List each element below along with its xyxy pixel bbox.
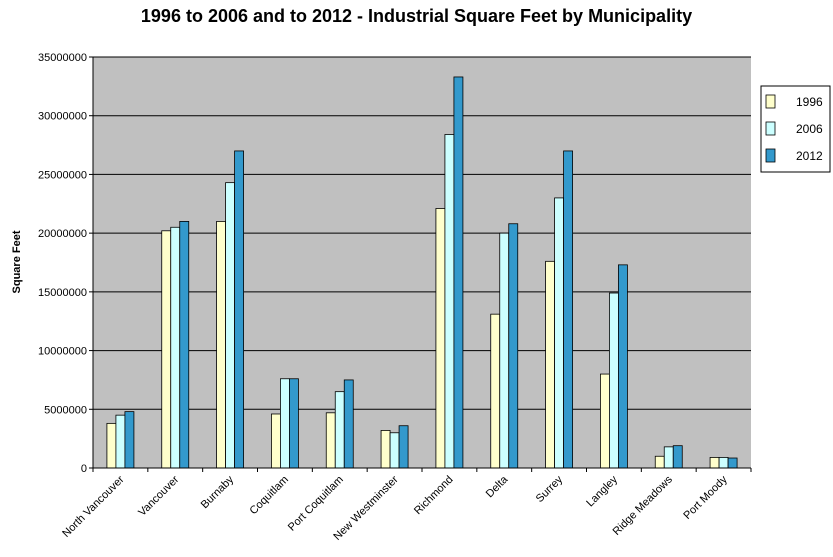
bar-2012-richmond <box>453 76 464 469</box>
y-tick-label: 35000000 <box>38 52 87 64</box>
bar-2012-north-vancouver <box>124 411 135 469</box>
x-category-label: Coquitlam <box>248 474 292 518</box>
bar-2012-port-moody <box>727 457 738 469</box>
bar-2012-ridge-meadows <box>672 445 683 469</box>
bar-1996-port-coquitlam <box>325 412 336 469</box>
legend-label-1996: 1996 <box>796 95 823 109</box>
bar-1996-ridge-meadows <box>654 455 665 469</box>
x-category-label: North Vancouver <box>60 473 127 540</box>
y-tick-label: 5000000 <box>44 404 87 416</box>
bar-2006-port-moody <box>718 457 729 469</box>
x-category-label: Port Coquitlam <box>286 474 346 534</box>
legend-label-2006: 2006 <box>796 122 823 136</box>
bar-1996-richmond <box>435 208 446 469</box>
bar-2006-burnaby <box>225 182 235 469</box>
bar-1996-surrey <box>545 260 555 469</box>
bar-1996-vancouver <box>161 230 172 469</box>
legend-swatch-2006 <box>765 121 776 136</box>
bars <box>106 76 738 469</box>
y-tick-label: 25000000 <box>38 169 87 181</box>
bar-2006-ridge-meadows <box>663 446 674 469</box>
legend-items: 1996 2006 2012 <box>765 94 823 163</box>
bar-1996-new-westminster <box>380 430 391 469</box>
x-category-label: Port Moody <box>681 473 730 522</box>
legend-swatch-2012 <box>765 148 776 163</box>
bar-2012-burnaby <box>234 150 244 469</box>
y-tick-label: 20000000 <box>38 228 87 240</box>
bar-2006-north-vancouver <box>115 414 126 469</box>
bar-2012-coquitlam <box>289 378 299 469</box>
y-tick-labels: 0 5000000 10000000 15000000 20000000 25000000… <box>38 52 93 475</box>
bar-2012-surrey <box>563 150 573 469</box>
bar-2006-vancouver <box>170 226 181 469</box>
bar-1996-burnaby <box>216 220 226 469</box>
bar-1996-north-vancouver <box>106 422 117 469</box>
chart-title: 1996 to 2006 and to 2012 - Industrial Sq… <box>140 6 693 26</box>
y-tick-label: 15000000 <box>38 287 87 299</box>
bar-2006-coquitlam <box>280 378 290 469</box>
bar-2012-new-westminster <box>398 425 409 469</box>
x-category-label: Ridge Meadows <box>611 473 676 538</box>
legend: 1996 2006 2012 <box>760 85 831 173</box>
bar-2006-richmond <box>444 134 455 469</box>
bar-1996-port-moody <box>709 457 720 469</box>
y-tick-label: 10000000 <box>38 346 87 358</box>
x-category-label: Burnaby <box>199 473 237 511</box>
bar-2012-langley <box>618 264 628 469</box>
y-axis-label: Square Feet <box>11 230 23 293</box>
x-category-label: Richmond <box>412 474 456 518</box>
x-category-label: Delta <box>484 473 511 500</box>
y-tick-label: 30000000 <box>38 111 87 123</box>
x-category-label: Vancouver <box>136 473 181 518</box>
bar-2006-port-coquitlam <box>334 391 345 469</box>
grid-lines <box>93 56 751 410</box>
bar-1996-coquitlam <box>271 413 281 469</box>
bar-2012-delta <box>508 223 519 469</box>
legend-swatch-1996 <box>765 94 776 109</box>
bar-2012-port-coquitlam <box>343 379 354 469</box>
plot-area <box>93 57 751 468</box>
bar-1996-langley <box>600 373 610 469</box>
y-tick-label: 0 <box>81 463 87 475</box>
x-category-labels: North Vancouver Vancouver Burnaby Coquitlam… <box>60 468 752 543</box>
bar-2006-delta <box>499 232 510 469</box>
bar-1996-delta <box>490 313 501 469</box>
x-category-label: Langley <box>584 473 620 509</box>
x-category-label: Surrey <box>534 473 566 505</box>
legend-label-2012: 2012 <box>796 149 823 163</box>
bar-2006-new-westminster <box>389 432 400 469</box>
bar-2006-surrey <box>554 197 564 469</box>
bar-2012-vancouver <box>179 220 190 469</box>
bar-2006-langley <box>609 292 619 469</box>
